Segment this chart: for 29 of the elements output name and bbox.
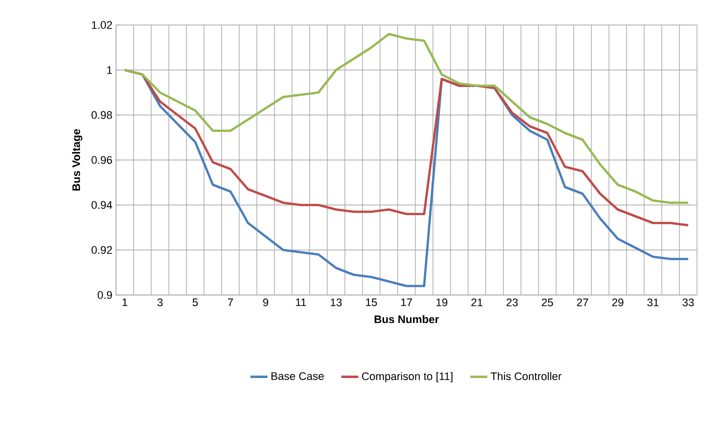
- x-tick-label: 9: [263, 298, 268, 306]
- y-tick-label: 1: [107, 66, 112, 74]
- x-tick-label: 25: [542, 298, 553, 306]
- x-tick-label: 21: [471, 298, 482, 306]
- x-tick-label: 19: [436, 298, 448, 306]
- y-axis-title: Bus Voltage: [72, 129, 82, 191]
- y-tick-label: 0.92: [92, 246, 112, 254]
- y-tick-label: 0.9: [98, 291, 112, 299]
- legend-label: Base Case: [272, 372, 324, 380]
- x-tick-label: 31: [647, 298, 659, 306]
- legend-label: Comparison to [11]: [362, 372, 452, 382]
- x-tick-label: 23: [506, 298, 518, 306]
- x-tick-label: 13: [330, 298, 342, 306]
- legend-label: This Controller: [490, 372, 562, 380]
- x-tick-label: 29: [612, 298, 624, 306]
- x-tick-label: 11: [296, 298, 306, 306]
- y-tick-label: 0.96: [92, 156, 112, 164]
- x-tick-label: 3: [157, 298, 163, 306]
- x-tick-label: 15: [366, 298, 377, 306]
- x-tick-label: 1: [122, 298, 128, 306]
- x-axis-title: Bus Number: [374, 315, 439, 324]
- x-tick-label: 33: [682, 298, 694, 306]
- y-tick-label: 0.94: [92, 201, 112, 209]
- x-tick-label: 5: [192, 298, 198, 306]
- x-tick-label: 17: [401, 298, 412, 306]
- x-tick-label: 7: [228, 298, 233, 306]
- y-tick-label: 0.98: [92, 111, 112, 119]
- y-tick-label: 1.02: [92, 21, 112, 29]
- x-tick-label: 27: [577, 298, 588, 306]
